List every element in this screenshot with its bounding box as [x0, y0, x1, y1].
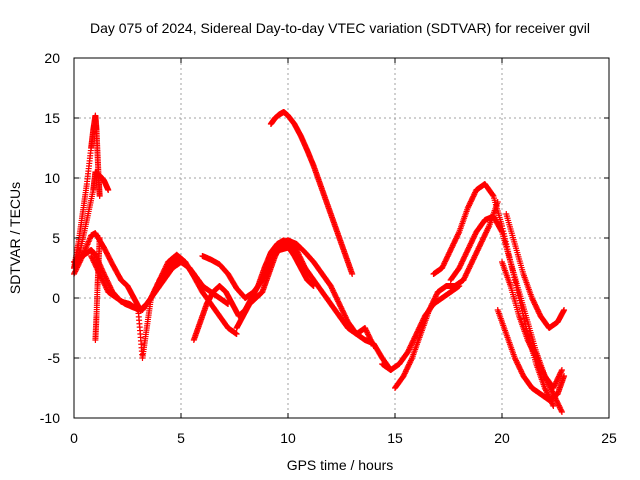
data-points	[71, 109, 568, 415]
y-tick-label: -5	[48, 350, 61, 366]
y-tick-label: 5	[52, 230, 60, 246]
data-point	[96, 193, 103, 199]
y-tick-label: 0	[52, 290, 60, 306]
x-tick-label: 5	[177, 430, 185, 446]
y-tick-label: 15	[44, 110, 60, 126]
x-tick-label: 10	[280, 430, 296, 446]
series-arc-high	[267, 109, 356, 277]
data-point	[349, 271, 356, 277]
data-point	[96, 260, 103, 267]
series-arc-7	[199, 237, 309, 301]
data-point	[92, 251, 99, 258]
x-tick-label: 20	[494, 430, 510, 446]
x-tick-label: 0	[70, 430, 78, 446]
series-arc-mid-2	[276, 244, 377, 349]
x-tick-label: 15	[387, 430, 403, 446]
series-arc-2	[71, 230, 206, 313]
data-point	[233, 331, 240, 337]
y-axis-label: SDTVAR / TECUs	[7, 182, 23, 294]
y-tick-label: 10	[44, 170, 60, 186]
series-arc-trough-1	[379, 283, 463, 373]
series-arc-4	[88, 251, 240, 337]
chart-title: Day 075 of 2024, Sidereal Day-to-day VTE…	[90, 20, 590, 36]
y-tick-label: 20	[44, 50, 60, 66]
x-axis-label: GPS time / hours	[287, 457, 394, 473]
y-tick-label: -10	[40, 410, 60, 426]
x-tick-label: 25	[601, 430, 617, 446]
data-point	[105, 187, 112, 193]
